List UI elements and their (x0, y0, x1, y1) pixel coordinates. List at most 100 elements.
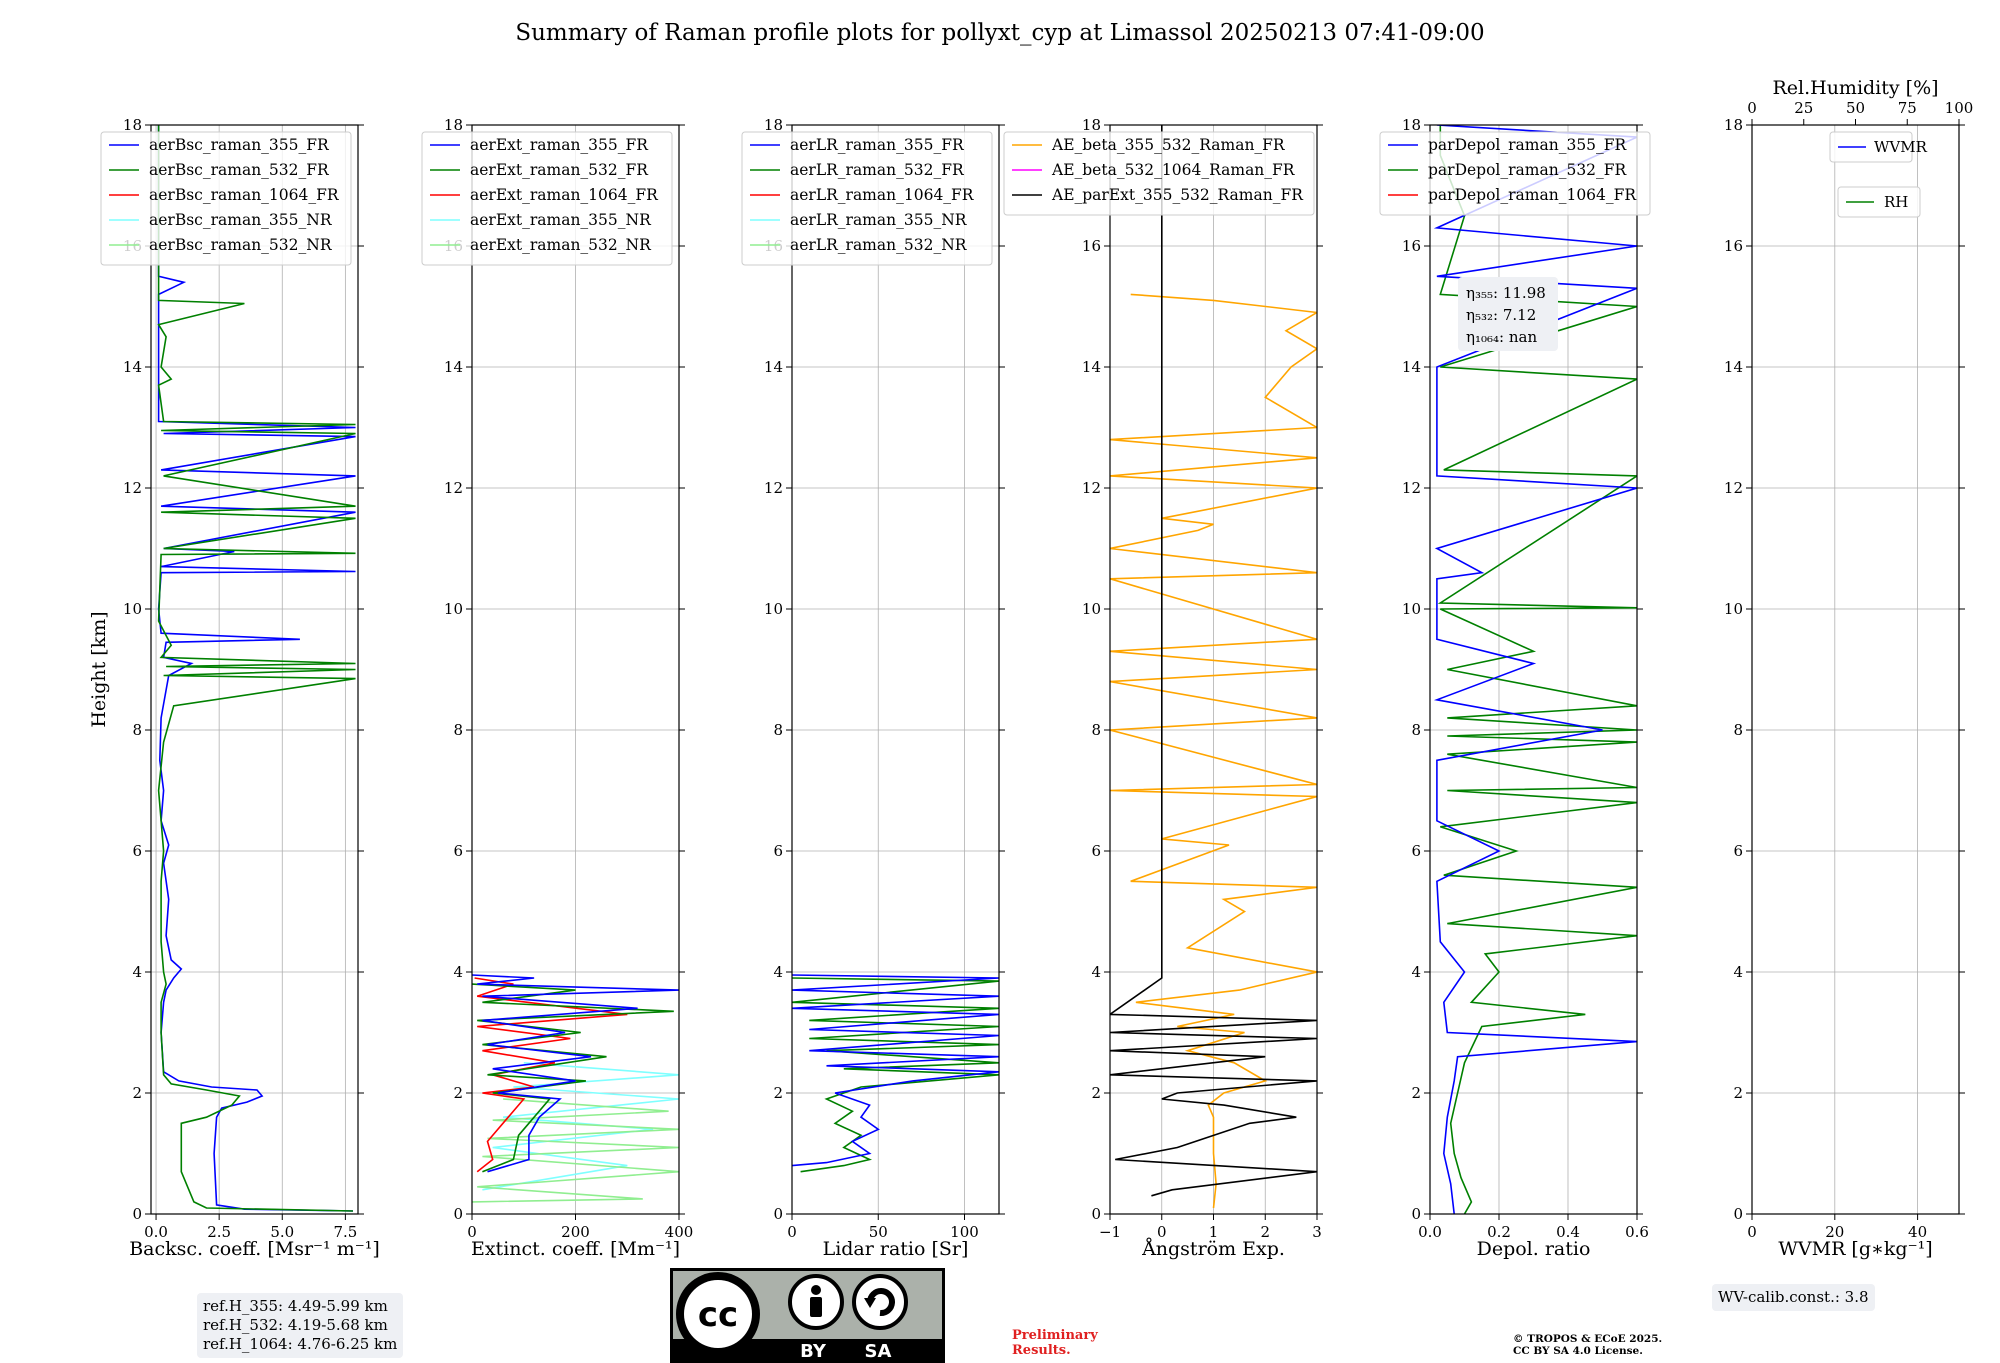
y-tick-label: 18 (444, 116, 463, 134)
y-tick-label: 8 (1411, 721, 1421, 739)
legend-entry: aerLR_raman_532_FR (790, 161, 965, 179)
legend-entry-wvmr: WVMR (1874, 138, 1928, 156)
legend-entry: aerExt_raman_355_NR (470, 211, 652, 229)
ref-height-1064: ref.H_1064: 4.76-6.25 km (203, 1335, 398, 1353)
x-tick-label: 0.0 (144, 1223, 168, 1241)
legend-box (1379, 131, 1651, 216)
figure-title: Summary of Raman profile plots for polly… (515, 20, 1485, 46)
x-axis-label: Depol. ratio (1477, 1238, 1591, 1260)
y-tick-label: 12 (1402, 479, 1421, 497)
panel-wv: 0 20 40 0 2 4 6 8 10 12 14 16 18 WVMR [g∗kg⁻¹] 0 25 50 75… (1724, 77, 1973, 1260)
y-tick-label: 14 (123, 358, 142, 376)
series-aerLR_raman_355_FR (792, 974, 999, 1167)
y-tick-label: 2 (132, 1084, 142, 1102)
y-tick-label: 2 (1091, 1084, 1101, 1102)
ref-height-355: ref.H_355: 4.49-5.99 km (203, 1297, 388, 1315)
legend-entry: aerBsc_raman_355_NR (149, 211, 333, 229)
reference-height-box: ref.H_355: 4.49-5.99 km ref.H_532: 4.19-… (197, 1293, 404, 1358)
x-tick-label: 0.6 (1625, 1223, 1649, 1241)
legend-bsc: aerBsc_raman_355_FR aerBsc_raman_532_FRae… (100, 131, 352, 266)
legend-box (421, 131, 673, 266)
y-tick-label: 14 (444, 358, 463, 376)
preliminary-line-1: Preliminary (1012, 1328, 1098, 1343)
y-axis-label: Height [km] (88, 611, 110, 727)
legend-entry: aerLR_raman_355_FR (790, 136, 965, 154)
legend-entry: aerBsc_raman_532_NR (149, 236, 333, 254)
y-tick-label: 0 (1411, 1205, 1421, 1223)
y-tick-label: 8 (1091, 721, 1101, 739)
x-tick-label: 0.2 (1487, 1223, 1511, 1241)
preliminary-note: Preliminary Results. (1012, 1328, 1098, 1358)
x-axis-label: Extinct. coeff. [Mm⁻¹] (471, 1238, 680, 1260)
y-tick-label: 16 (1724, 237, 1743, 255)
panel-ext: 0200400024681012141618Extinct. coeff. [M… (421, 116, 694, 1260)
legend-wvmr: WVMR (1829, 131, 1928, 163)
y-tick-label: 6 (1091, 842, 1101, 860)
annotation-line: η₁₀₆₄: nan (1466, 328, 1537, 346)
ref-height-532: ref.H_532: 4.19-5.68 km (203, 1316, 388, 1334)
panel-depol: 0.0 0.2 0.4 0.6 0 2 4 6 8 10 12 14 16 18 Depol. ratio p… (1379, 116, 1651, 1260)
y-tick-label: 10 (444, 600, 463, 618)
x-tick-label: 2.5 (207, 1223, 231, 1241)
y-tick-label: 12 (1082, 479, 1101, 497)
y-tick-label: 4 (1733, 963, 1743, 981)
legend-entry: aerExt_raman_1064_FR (470, 186, 659, 204)
top-x-tick-label: 0 (1747, 99, 1757, 117)
x-tick-label: 50 (869, 1223, 888, 1241)
legend-entry: parDepol_raman_1064_FR (1428, 186, 1637, 204)
legend-entry: parDepol_raman_532_FR (1428, 161, 1628, 179)
x-tick-label: 0.0 (1418, 1223, 1442, 1241)
y-tick-label: 10 (764, 600, 783, 618)
series-aerBsc_raman_532_FR (157, 125, 356, 1212)
legend-entry: aerLR_raman_355_NR (790, 211, 968, 229)
y-tick-label: 12 (444, 479, 463, 497)
y-tick-label: 0 (773, 1205, 783, 1223)
y-tick-label: 10 (1402, 600, 1421, 618)
y-tick-label: 10 (1724, 600, 1743, 618)
legend-entry: aerBsc_raman_1064_FR (149, 186, 340, 204)
top-axis-label: Rel.Humidity [%] (1772, 77, 1938, 99)
y-tick-label: 18 (1082, 116, 1101, 134)
series-AE_beta_355_532_Raman_FR (1110, 293, 1317, 1209)
y-tick-label: 14 (1402, 358, 1421, 376)
axes-frame (1751, 124, 1960, 1215)
panel-lr: 050100024681012141618Lidar ratio [Sr]aer… (741, 116, 1005, 1260)
x-tick-label: 5.0 (270, 1223, 294, 1241)
y-tick-label: 18 (1402, 116, 1421, 134)
series-aerBsc_raman_355_FR (157, 125, 356, 1212)
legend-entry: aerBsc_raman_532_FR (149, 161, 330, 179)
x-tick-label: 0.4 (1556, 1223, 1580, 1241)
series-aerExt_raman_532_FR (472, 983, 674, 1173)
y-tick-label: 8 (132, 721, 142, 739)
cc-by-label: BY (800, 1341, 827, 1362)
x-tick-label: 400 (665, 1223, 694, 1241)
y-tick-label: 16 (1402, 237, 1421, 255)
legend-box (100, 131, 352, 266)
legend-entry: aerExt_raman_532_FR (470, 161, 649, 179)
top-x-tick-label: 50 (1846, 99, 1865, 117)
x-axis-label: WVMR [g∗kg⁻¹] (1778, 1238, 1932, 1260)
legend-lr: aerLR_raman_355_FR aerLR_raman_532_FR aerL… (741, 131, 993, 266)
y-tick-label: 2 (1411, 1084, 1421, 1102)
legend-ae: AE_beta_355_532_Raman_FR AE_beta_532_1064… (1003, 131, 1315, 216)
legend-box (1003, 131, 1315, 216)
y-tick-label: 2 (1733, 1084, 1743, 1102)
legend-entry: aerLR_raman_532_NR (790, 236, 968, 254)
legend-entry: aerExt_raman_355_FR (470, 136, 649, 154)
legend-box (1829, 131, 1913, 163)
axes-frame (1429, 124, 1638, 1215)
y-tick-label: 10 (123, 600, 142, 618)
x-tick-label: 3 (1312, 1223, 1322, 1241)
x-tick-label: 2 (1260, 1223, 1270, 1241)
svg-text:cc: cc (698, 1295, 738, 1335)
y-tick-label: 6 (1411, 842, 1421, 860)
series-aerExt_raman_532_NR (472, 1098, 679, 1203)
legend-entry: AE_beta_355_532_Raman_FR (1051, 136, 1286, 154)
x-tick-label: 7.5 (333, 1223, 357, 1241)
x-tick-label: 200 (561, 1223, 590, 1241)
y-tick-label: 2 (773, 1084, 783, 1102)
legend-entry: AE_parExt_355_532_Raman_FR (1051, 186, 1304, 204)
x-tick-label: 100 (950, 1223, 979, 1241)
series-aerExt_raman_355_FR (472, 974, 679, 1173)
axes-frame (150, 124, 359, 1215)
